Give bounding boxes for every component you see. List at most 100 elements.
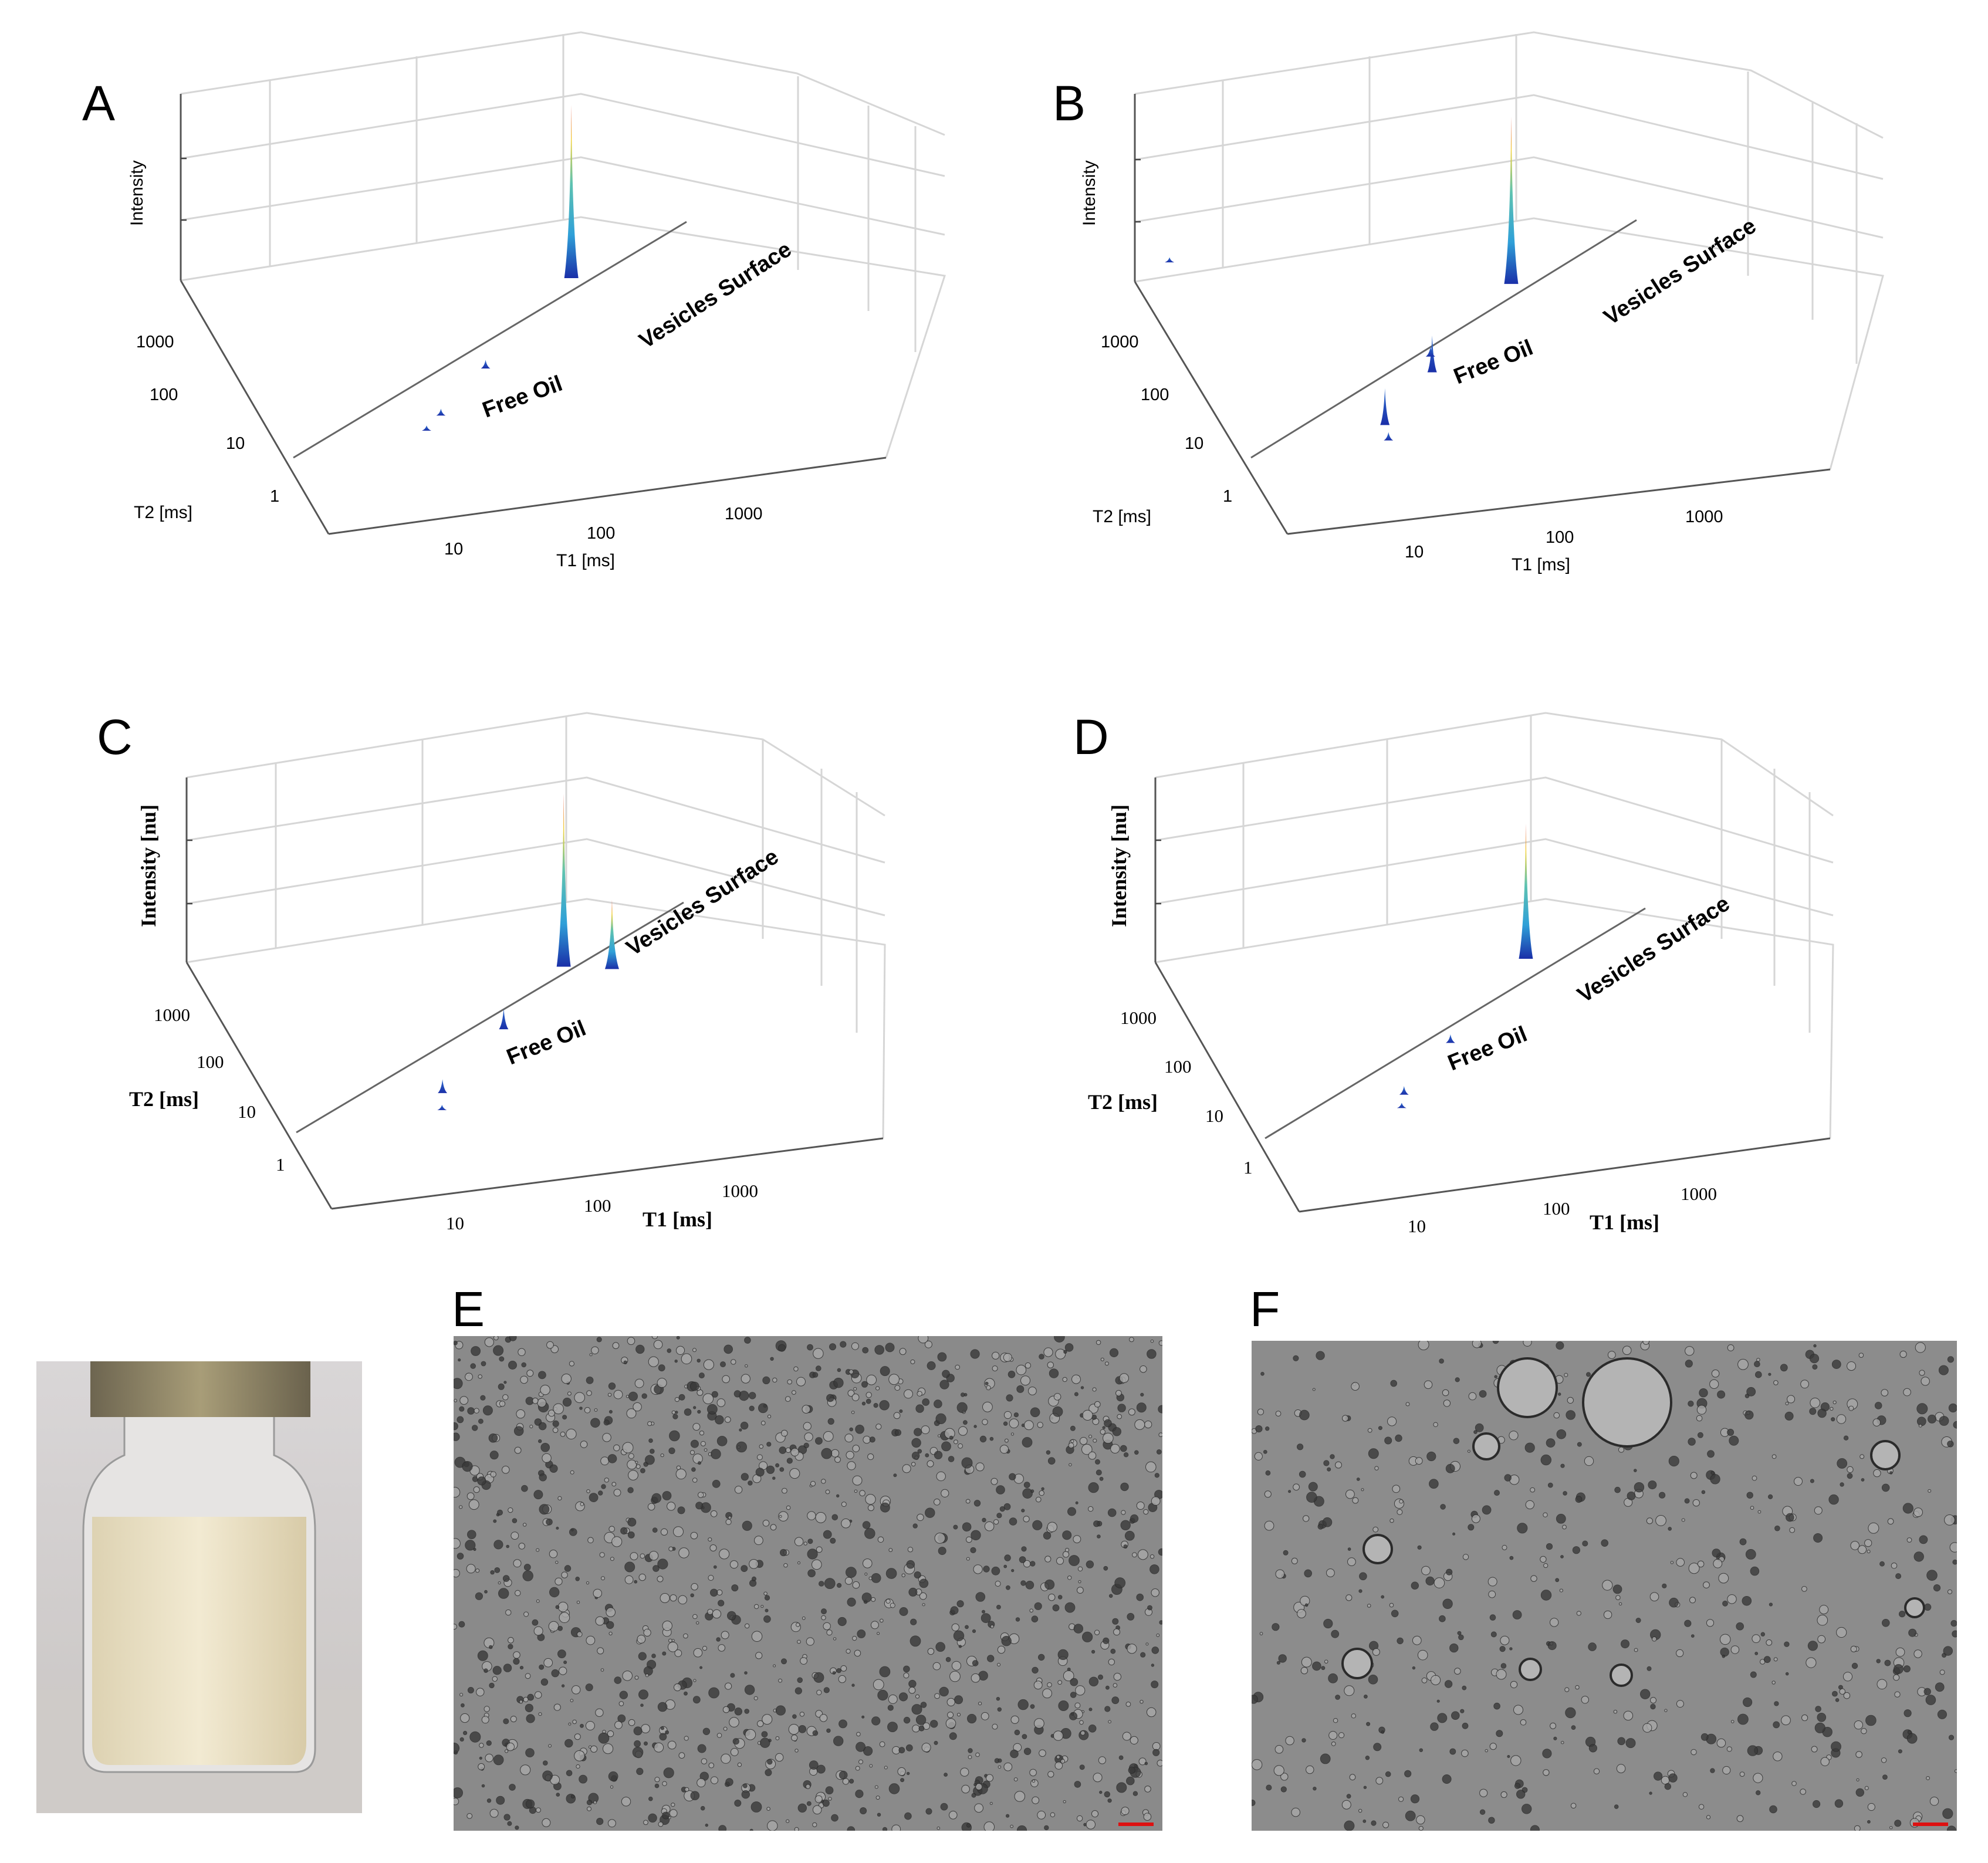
vesicle (454, 1624, 457, 1630)
vesicle (1151, 1681, 1159, 1689)
vesicle (921, 1425, 930, 1435)
vesicle (1546, 1543, 1553, 1550)
vesicle (539, 1473, 547, 1482)
vesicle (1847, 1473, 1853, 1479)
vesicle (975, 1752, 980, 1757)
vesicle (982, 1401, 993, 1412)
annotation-free-oil: Free Oil (1451, 335, 1537, 389)
vesicle (627, 1531, 635, 1539)
vesicle (823, 1530, 832, 1539)
micrograph-f (1252, 1341, 1957, 1831)
vesicle (992, 1723, 998, 1730)
vesicle (775, 1736, 780, 1740)
vesicle (1460, 1709, 1465, 1713)
vesicle (593, 1588, 603, 1598)
vesicle (1367, 1604, 1371, 1608)
vesicle (1411, 1581, 1419, 1590)
vesicle (1540, 1454, 1551, 1466)
vesicle (1433, 1422, 1438, 1428)
vesicle (1367, 1428, 1372, 1433)
vesicle (477, 1650, 488, 1661)
vesicle (1010, 1749, 1019, 1759)
large-vesicle (1472, 1432, 1500, 1460)
large-vesicle (1610, 1663, 1633, 1687)
vesicle (627, 1337, 635, 1345)
vesicle (821, 1448, 833, 1459)
vesicle (947, 1712, 954, 1719)
vesicle (490, 1471, 496, 1477)
vesicle (1563, 1491, 1567, 1496)
vesicle (879, 1666, 891, 1678)
vesicle (1858, 1353, 1864, 1358)
vesicle (478, 1418, 484, 1424)
vesicle (761, 1731, 768, 1737)
vesicle (620, 1527, 628, 1535)
vesicle (614, 1720, 623, 1729)
vesicle (1439, 1358, 1444, 1364)
large-vesicle (1341, 1648, 1373, 1679)
vesicle (508, 1644, 513, 1649)
vesicle (732, 1738, 739, 1745)
vesicle (467, 1407, 475, 1415)
vesicle (1341, 1800, 1351, 1810)
vesicle (614, 1676, 622, 1684)
vesicle (1942, 1808, 1953, 1819)
vesicle (1003, 1421, 1008, 1426)
vesicle (493, 1345, 504, 1356)
vesicle (1634, 1648, 1638, 1652)
vesicle (1057, 1680, 1063, 1685)
vesicle (1264, 1490, 1272, 1498)
vesicle (548, 1621, 559, 1632)
vesicle (764, 1595, 770, 1601)
vesicle (1861, 1728, 1867, 1734)
vesicle (1151, 1646, 1159, 1654)
vesicle (549, 1587, 560, 1598)
vesicle (1832, 1690, 1838, 1697)
vesicle (934, 1740, 938, 1745)
vesicle (1919, 1535, 1928, 1544)
vesicle (1937, 1709, 1948, 1719)
vesicle (627, 1517, 637, 1527)
vesicle (799, 1712, 805, 1717)
vesicle (983, 1821, 995, 1831)
vesicle (1730, 1720, 1735, 1723)
vesicle (640, 1468, 645, 1473)
vesicle (762, 1376, 770, 1385)
vesicle (1344, 1685, 1355, 1696)
vesicle (1646, 1517, 1654, 1524)
vesicle (509, 1784, 516, 1791)
vesicle (915, 1694, 920, 1699)
vesicle (675, 1469, 687, 1480)
vesicle (1517, 1523, 1528, 1534)
z-axis-label: Intensity (127, 160, 147, 226)
vesicle (1913, 1649, 1922, 1658)
vesicle (1523, 1341, 1532, 1347)
vesicle (601, 1484, 606, 1489)
vesicle (956, 1600, 964, 1608)
vesicle (1500, 1663, 1507, 1669)
vesicle (1559, 1588, 1563, 1592)
vesicle (1387, 1416, 1397, 1426)
vesicle (993, 1519, 999, 1525)
vesicle (1100, 1429, 1106, 1435)
vesicle (807, 1344, 813, 1351)
vesicle (537, 1398, 547, 1408)
vesicle (996, 1513, 1002, 1519)
vesicle (1739, 1538, 1747, 1546)
vesicle (871, 1597, 876, 1602)
vesicle (1044, 1556, 1052, 1563)
vesicle (1457, 1631, 1462, 1635)
vesicle (471, 1346, 481, 1356)
vesicle (1530, 1575, 1537, 1582)
panel-letter-c: C (97, 709, 133, 765)
vesicle (938, 1547, 946, 1556)
vesicle (729, 1717, 739, 1727)
vesicle (1784, 1641, 1790, 1647)
vesicle (833, 1378, 844, 1388)
vesicle (828, 1797, 832, 1801)
vesicle (1145, 1642, 1149, 1646)
vesicle (731, 1359, 736, 1365)
panel-letter-e-svg: E (452, 1282, 485, 1337)
vesicle (1451, 1711, 1460, 1720)
vesicle (460, 1713, 470, 1723)
